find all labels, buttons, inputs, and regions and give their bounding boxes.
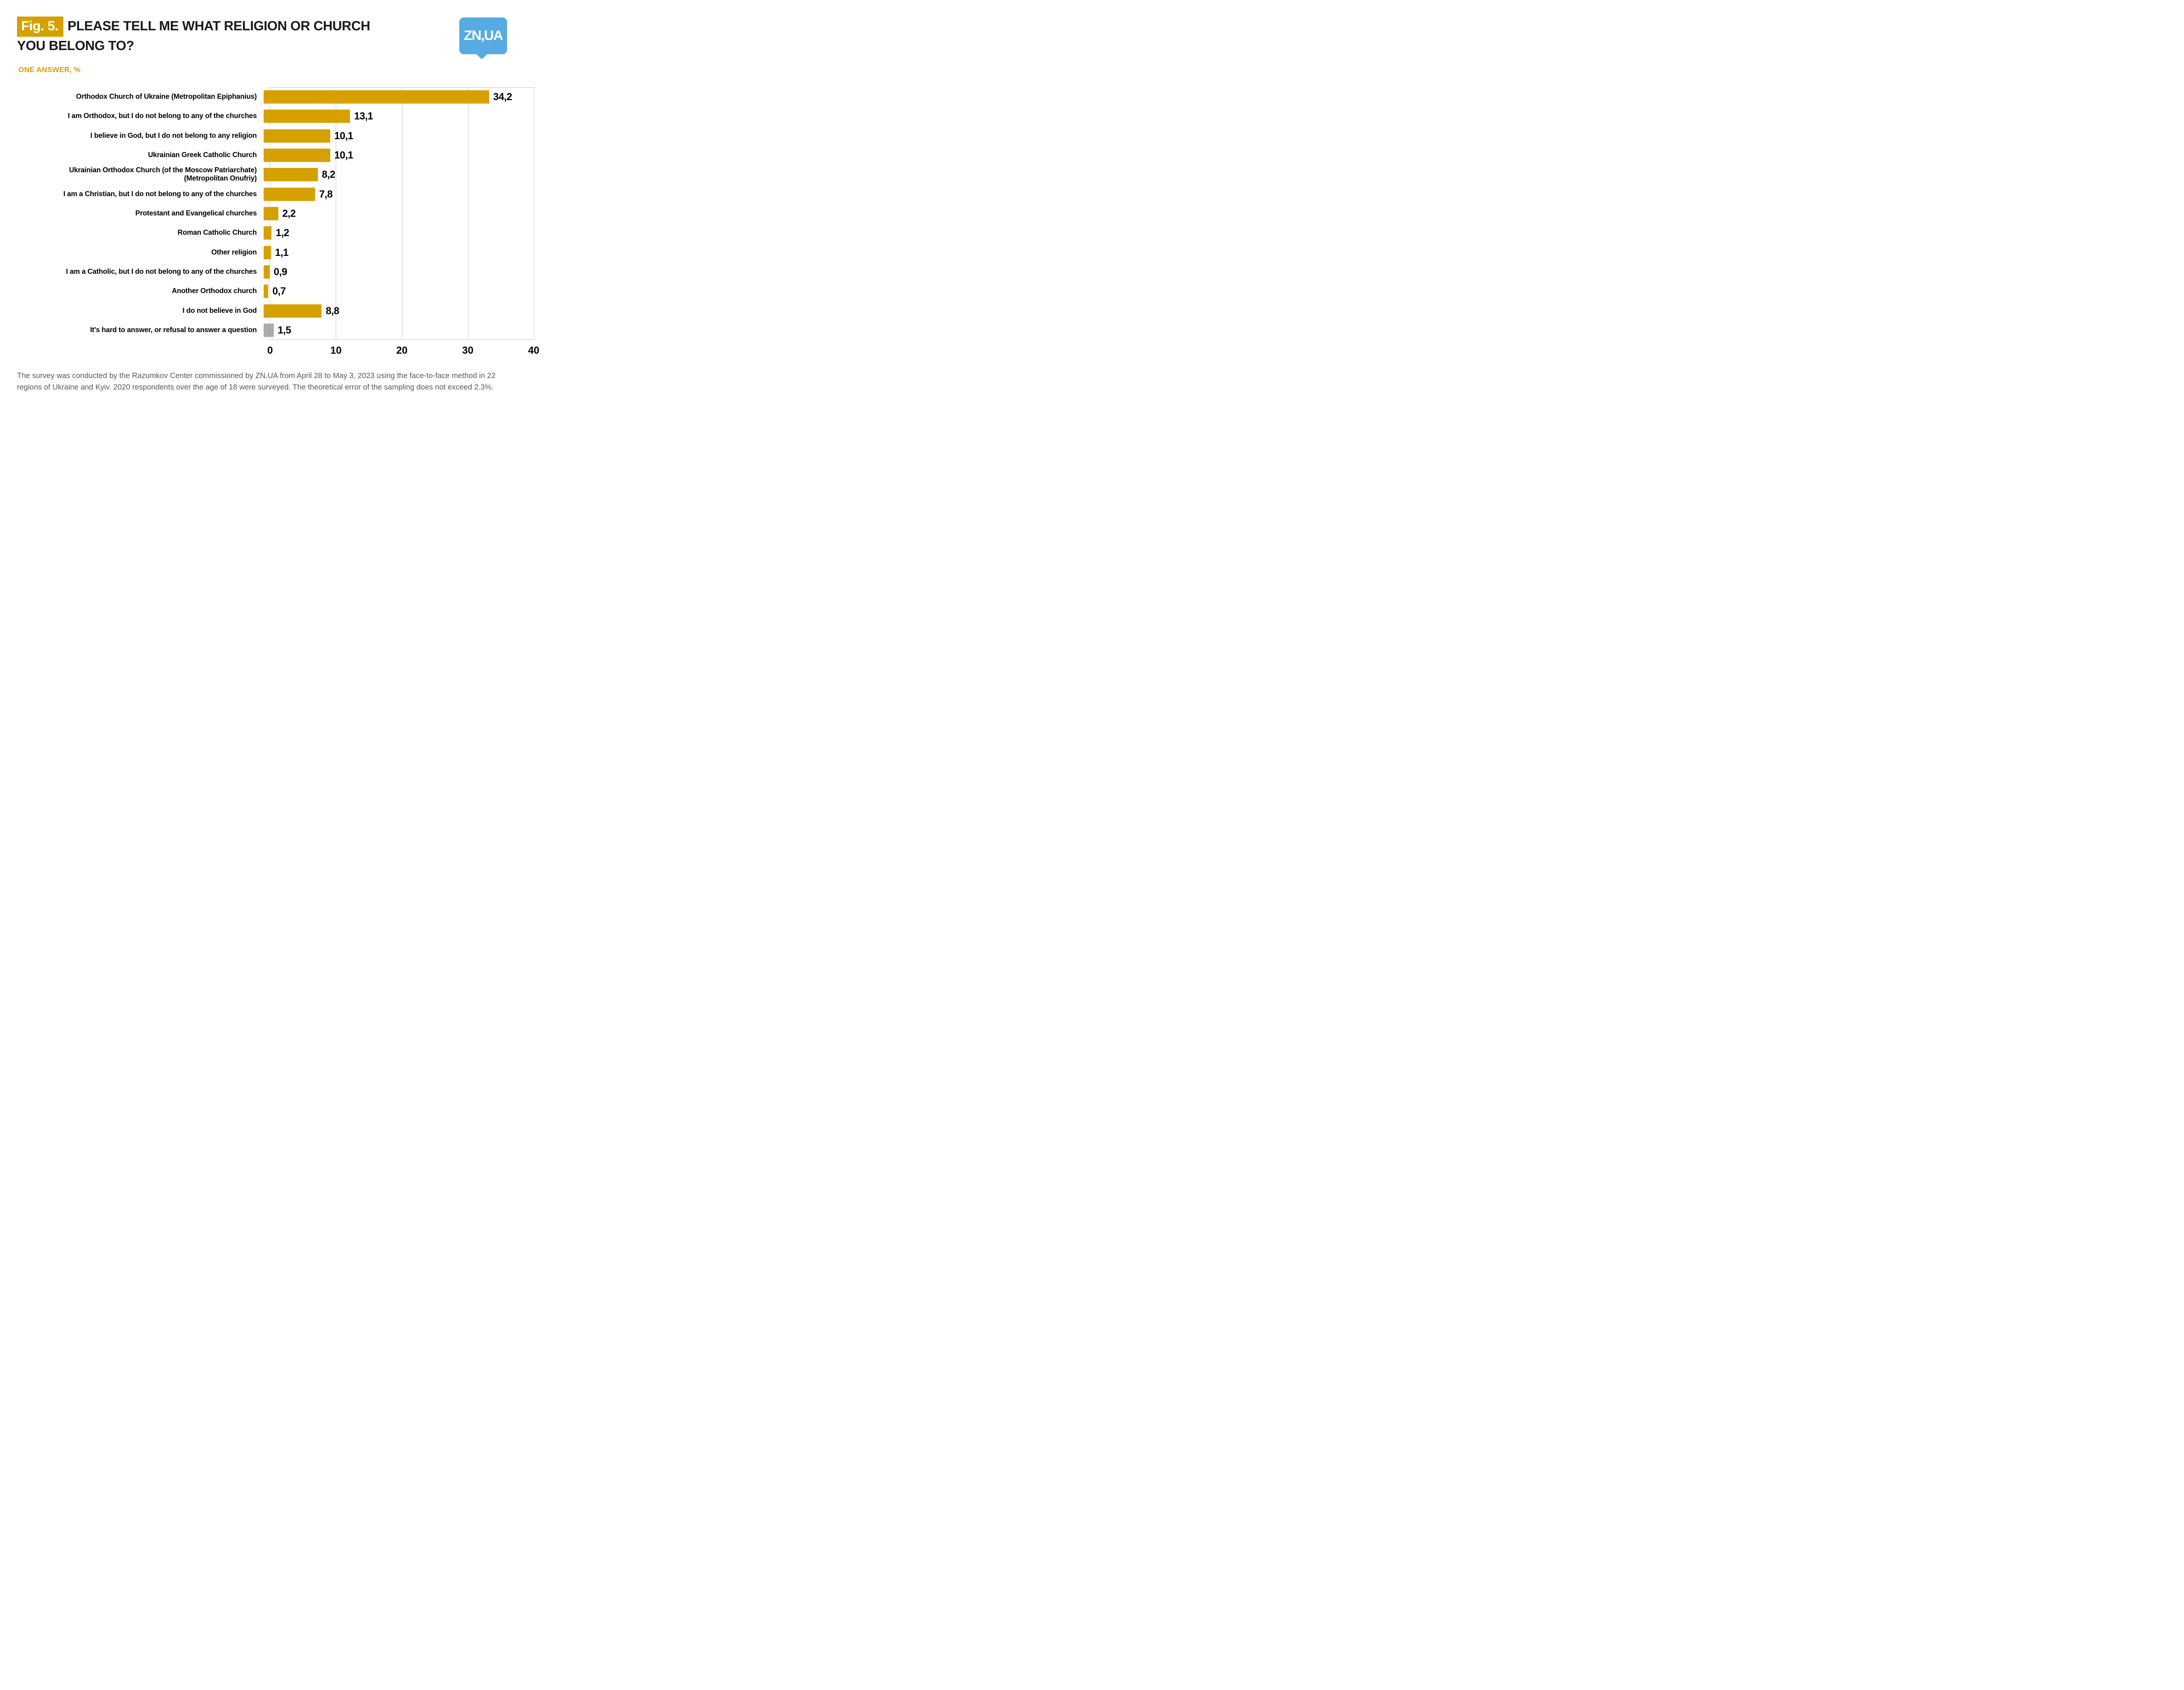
bar-track: 2,2 — [263, 204, 528, 223]
footnote: The survey was conducted by the Razumkov… — [17, 372, 496, 391]
value-label: 1,5 — [277, 324, 292, 336]
bar-track: 1,2 — [263, 223, 528, 243]
bar-row: I believe in God, but I do not belong to… — [0, 126, 534, 146]
bar — [264, 284, 269, 298]
bar-row: I am a Catholic, but I do not belong to … — [0, 262, 534, 282]
category-label: Ukrainian Greek Catholic Church — [148, 151, 257, 159]
figure-number-badge: Fig. 5. — [17, 17, 63, 37]
category-label: Roman Catholic Church — [177, 229, 257, 237]
value-label: 2,2 — [282, 208, 296, 220]
bar-row: I am a Christian, but I do not belong to… — [0, 185, 534, 204]
infographic-page: { "header": { "fig_label": "Fig. 5.", "t… — [0, 0, 546, 423]
bar-row: I am Orthodox, but I do not belong to an… — [0, 107, 534, 126]
bar — [264, 90, 489, 104]
bar — [264, 168, 318, 181]
bar-track: 34,2 — [263, 87, 528, 107]
bar — [264, 207, 278, 220]
bar — [264, 148, 330, 162]
bar-track: 7,8 — [263, 185, 528, 204]
category-label: I am a Christian, but I do not belong to… — [63, 190, 257, 198]
category-label: I am a Catholic, but I do not belong to … — [66, 267, 257, 276]
bar-track: 8,2 — [263, 165, 528, 184]
x-tick: 30 — [462, 345, 474, 356]
znua-logo: ZN,UA — [459, 17, 507, 54]
bar-row: Roman Catholic Church 1,2 — [0, 223, 534, 243]
x-tick: 10 — [330, 345, 342, 356]
page-title: Fig. 5. PLEASE TELL ME WHAT RELIGION OR C… — [17, 17, 444, 55]
bar-row: I do not believe in God 8,8 — [0, 301, 534, 320]
category-label: Ukrainian Orthodox Church (of the Moscow… — [69, 166, 257, 183]
value-label: 34,2 — [493, 91, 512, 103]
category-label: I do not believe in God — [182, 306, 257, 315]
bar-chart: Orthodox Church of Ukraine (Metropolitan… — [0, 87, 539, 357]
category-label: It's hard to answer, or refusal to answe… — [90, 326, 257, 334]
bar — [264, 304, 322, 318]
bar-track: 10,1 — [263, 126, 528, 146]
bar — [264, 129, 330, 143]
value-label: 7,8 — [319, 188, 333, 200]
x-tick: 0 — [267, 345, 273, 356]
header: Fig. 5. PLEASE TELL ME WHAT RELIGION OR C… — [17, 17, 444, 55]
category-label: Other religion — [211, 248, 257, 256]
value-label: 13,1 — [354, 110, 373, 122]
bar-track: 13,1 — [263, 107, 528, 126]
bar-track: 8,8 — [263, 301, 528, 320]
bar-track: 0,9 — [263, 262, 528, 282]
value-label: 8,8 — [326, 305, 339, 317]
category-label: Another Orthodox church — [172, 287, 257, 295]
chart-rows: Orthodox Church of Ukraine (Metropolitan… — [0, 87, 534, 340]
value-label: 1,2 — [276, 227, 289, 239]
category-label: Protestant and Evangelical churches — [135, 209, 257, 218]
bar-row: Protestant and Evangelical churches 2,2 — [0, 204, 534, 223]
bar — [264, 323, 274, 337]
bar — [264, 246, 271, 260]
bar-row: Ukrainian Greek Catholic Church 10,1 — [0, 146, 534, 165]
category-label: I believe in God, but I do not belong to… — [90, 131, 257, 140]
bar-row: Orthodox Church of Ukraine (Metropolitan… — [0, 87, 534, 107]
title-text-line1: PLEASE TELL ME WHAT RELIGION OR CHURCH — [68, 19, 370, 34]
bar-track: 1,5 — [263, 321, 528, 340]
value-label: 10,1 — [334, 130, 353, 141]
title-text-line2: YOU BELONG TO? — [17, 39, 134, 53]
bar-row: Other religion 1,1 — [0, 243, 534, 262]
value-label: 0,7 — [272, 285, 286, 297]
bar — [264, 265, 270, 279]
bar — [264, 226, 272, 240]
bar — [264, 187, 315, 201]
chart-subtitle: ONE ANSWER, % — [18, 66, 81, 74]
bar-track: 1,1 — [263, 243, 528, 262]
bar-track: 0,7 — [263, 282, 528, 301]
bar-row: Ukrainian Orthodox Church (of the Moscow… — [0, 165, 534, 184]
bar-track: 10,1 — [263, 146, 528, 165]
value-label: 8,2 — [322, 169, 336, 181]
bar-row: It's hard to answer, or refusal to answe… — [0, 321, 534, 340]
x-tick: 20 — [396, 345, 408, 356]
znua-logo-text: ZN,UA — [463, 28, 503, 43]
bar-row: Another Orthodox church 0,7 — [0, 282, 534, 301]
value-label: 10,1 — [334, 149, 353, 161]
bar — [264, 109, 350, 123]
value-label: 0,9 — [273, 266, 288, 277]
category-label: Orthodox Church of Ukraine (Metropolitan… — [76, 93, 257, 101]
x-tick: 40 — [528, 345, 540, 356]
category-label: I am Orthodox, but I do not belong to an… — [68, 112, 257, 120]
x-axis-ticks: 0 10 20 30 40 — [267, 345, 539, 357]
value-label: 1,1 — [275, 246, 289, 258]
